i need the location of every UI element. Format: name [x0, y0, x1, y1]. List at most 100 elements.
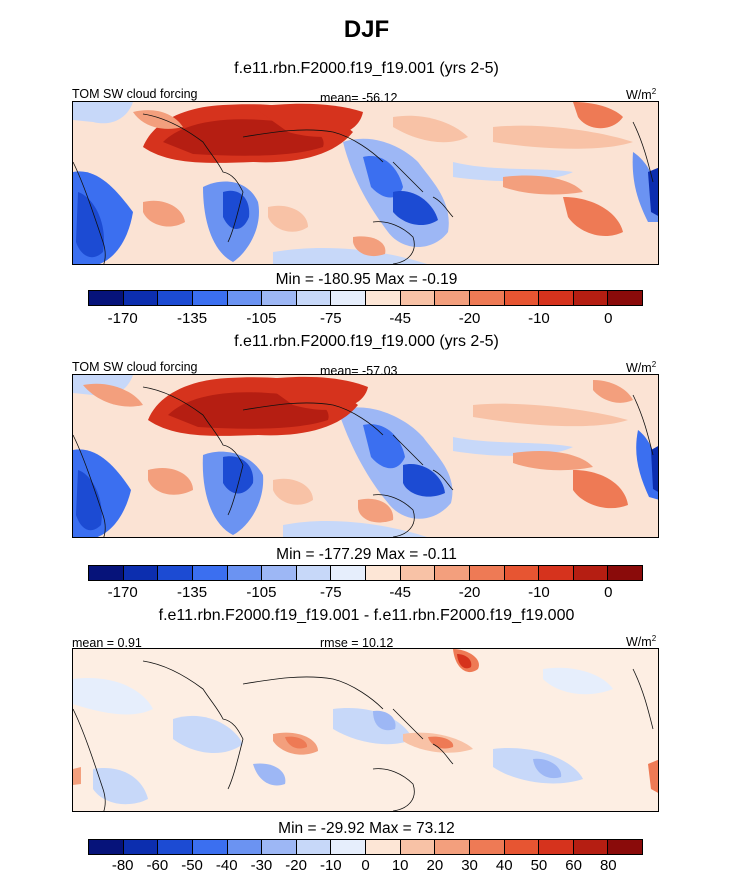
colorbar-swatch	[504, 291, 540, 305]
panel-2-subtitle: f.e11.rbn.F2000.f19_f19.000 (yrs 2-5)	[234, 333, 499, 350]
colorbar-tick-label: -105	[246, 310, 277, 327]
panel-2-map	[72, 374, 659, 538]
colorbar-tick-label: -135	[177, 310, 208, 327]
colorbar-swatch	[192, 840, 228, 854]
panel-1-unit-label: W/m2	[626, 87, 657, 103]
panel-1-colorbar	[88, 290, 643, 306]
colorbar-swatch	[262, 566, 297, 580]
colorbar-swatch	[262, 291, 297, 305]
colorbar-swatch	[366, 840, 401, 854]
colorbar-tick-label: 40	[495, 857, 513, 874]
colorbar-swatch	[227, 566, 263, 580]
colorbar-tick-label: -10	[528, 310, 550, 327]
panel-3-minmax: Min = -29.92 Max = 73.12	[278, 820, 455, 837]
colorbar-swatch	[158, 840, 193, 854]
colorbar-swatch	[331, 291, 366, 305]
panel-2-field-label: TOM SW cloud forcing	[72, 360, 198, 374]
colorbar-swatch	[539, 291, 574, 305]
panel-1-minmax: Min = -180.95 Max = -0.19	[275, 271, 458, 288]
colorbar-swatch	[331, 840, 366, 854]
colorbar-swatch	[539, 840, 574, 854]
colorbar-tick-label: 80	[599, 857, 617, 874]
colorbar-swatch	[192, 566, 228, 580]
panel-2-colorbar	[88, 565, 643, 581]
colorbar-swatch	[296, 566, 332, 580]
colorbar-swatch	[123, 566, 159, 580]
colorbar-swatch	[573, 291, 609, 305]
colorbar-tick-label: 30	[461, 857, 478, 874]
colorbar-tick-label: -10	[319, 857, 342, 874]
colorbar-tick-label: -45	[389, 310, 412, 327]
colorbar-tick-label: -20	[285, 857, 307, 874]
colorbar-tick-label: -170	[107, 584, 138, 601]
colorbar-swatch	[400, 840, 436, 854]
colorbar-swatch	[504, 840, 540, 854]
colorbar-swatch	[435, 840, 470, 854]
colorbar-tick-label: -40	[215, 857, 238, 874]
colorbar-swatch	[469, 566, 505, 580]
colorbar-tick-label: -105	[246, 584, 277, 601]
colorbar-swatch	[435, 291, 470, 305]
colorbar-swatch	[331, 566, 366, 580]
colorbar-swatch	[296, 291, 332, 305]
colorbar-swatch	[469, 840, 505, 854]
panel-2-minmax: Min = -177.29 Max = -0.11	[276, 546, 457, 563]
colorbar-swatch	[400, 291, 436, 305]
colorbar-tick-label: 0	[604, 310, 613, 327]
colorbar-swatch	[608, 840, 642, 854]
colorbar-tick-label: 0	[604, 584, 613, 601]
panel-3-subtitle: f.e11.rbn.F2000.f19_f19.001 - f.e11.rbn.…	[158, 607, 575, 624]
colorbar-swatch	[573, 566, 609, 580]
colorbar-tick-label: -80	[111, 857, 134, 874]
panel-3-map	[72, 648, 659, 812]
figure-title: DJF	[343, 16, 390, 43]
panel-3-colorbar	[88, 839, 643, 855]
panel-3-unit-label: W/m2	[626, 634, 657, 650]
colorbar-tick-label: 10	[391, 857, 409, 874]
colorbar-swatch	[89, 291, 124, 305]
colorbar-swatch	[296, 840, 332, 854]
panel-3-colorbar-ticks: -80 -60 -50 -40 -30 -20 -10 0 10 20 30 40 50 60 80	[88, 857, 643, 877]
colorbar-tick-label: -60	[146, 857, 169, 874]
colorbar-swatch	[123, 291, 159, 305]
colorbar-swatch	[366, 566, 401, 580]
colorbar-swatch	[366, 291, 401, 305]
colorbar-tick-label: -75	[319, 310, 342, 327]
colorbar-tick-label: -45	[389, 584, 412, 601]
colorbar-tick-label: -135	[177, 584, 208, 601]
colorbar-tick-label: -20	[458, 310, 481, 327]
colorbar-swatch	[158, 566, 193, 580]
colorbar-swatch	[227, 291, 263, 305]
colorbar-swatch	[89, 566, 124, 580]
colorbar-tick-label: -50	[181, 857, 203, 874]
colorbar-swatch	[435, 566, 470, 580]
panel-1-colorbar-ticks: -170 -135 -105 -75 -45 -20 -10 0	[88, 310, 643, 330]
colorbar-swatch	[123, 840, 159, 854]
colorbar-tick-label: 20	[426, 857, 444, 874]
colorbar-swatch	[504, 566, 540, 580]
colorbar-swatch	[192, 291, 228, 305]
colorbar-tick-label: 60	[565, 857, 582, 874]
colorbar-swatch	[469, 291, 505, 305]
panel-2-colorbar-ticks: -170 -135 -105 -75 -45 -20 -10 0	[88, 584, 643, 604]
panel-1-subtitle: f.e11.rbn.F2000.f19_f19.001 (yrs 2-5)	[234, 60, 499, 77]
colorbar-tick-label: 0	[361, 857, 370, 874]
panel-3-mean-label: mean = 0.91	[72, 636, 142, 650]
colorbar-swatch	[158, 291, 193, 305]
colorbar-swatch	[227, 840, 263, 854]
colorbar-swatch	[608, 566, 642, 580]
colorbar-tick-label: 50	[530, 857, 548, 874]
colorbar-swatch	[400, 566, 436, 580]
colorbar-swatch	[573, 840, 609, 854]
panel-1-map	[72, 101, 659, 265]
colorbar-tick-label: -170	[107, 310, 138, 327]
colorbar-swatch	[608, 291, 642, 305]
colorbar-tick-label: -20	[458, 584, 481, 601]
panel-3-rmse-label: rmse = 10.12	[320, 636, 394, 650]
colorbar-swatch	[262, 840, 297, 854]
panel-2-unit-label: W/m2	[626, 360, 657, 376]
colorbar-tick-label: -10	[528, 584, 550, 601]
colorbar-swatch	[89, 840, 124, 854]
panel-1-field-label: TOM SW cloud forcing	[72, 87, 198, 101]
colorbar-swatch	[539, 566, 574, 580]
